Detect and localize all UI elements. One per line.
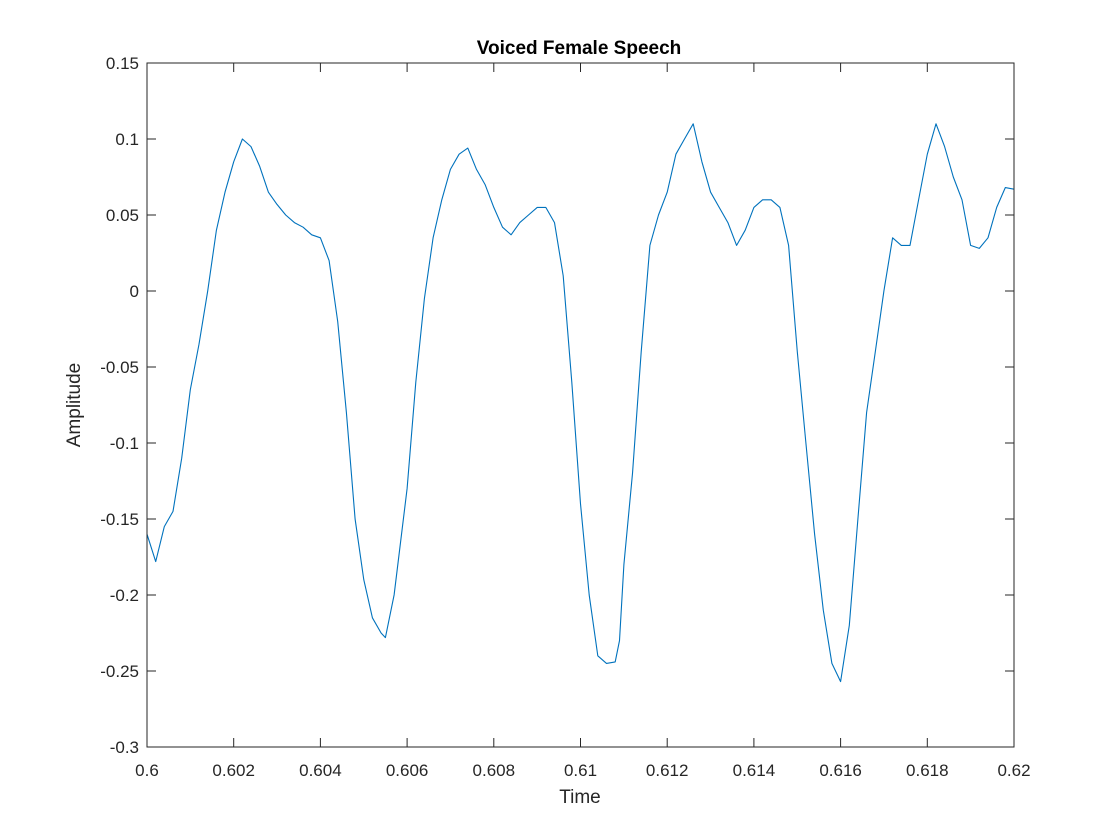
x-tick-label: 0.618 [906,761,949,780]
y-tick-label: 0 [130,282,139,301]
y-axis: -0.3 -0.25 -0.2 -0.15 -0.1 -0.05 0 0.05 0.1 0.15 [100,54,1014,757]
x-tick-label: 0.62 [997,761,1030,780]
y-tick-label: 0.1 [115,130,139,149]
y-axis-label: Amplitude [64,363,85,448]
chart-title: Voiced Female Speech [477,38,682,59]
y-tick-label: -0.15 [100,510,139,529]
y-tick-label: -0.05 [100,358,139,377]
y-tick-label: 0.05 [106,206,139,225]
y-tick-label: -0.3 [110,738,139,757]
plot-frame [146,62,1015,748]
x-tick-label: 0.614 [733,761,776,780]
x-tick-label: 0.604 [299,761,342,780]
x-axis-label: Time [559,787,601,808]
x-tick-label: 0.608 [473,761,516,780]
x-axis: 0.6 0.602 0.604 0.606 0.608 0.61 0.612 0.614 0.6… [135,63,1031,780]
x-tick-label: 0.61 [564,761,597,780]
y-tick-label: 0.15 [106,54,139,73]
x-tick-label: 0.612 [646,761,689,780]
x-tick-label: 0.602 [212,761,255,780]
x-tick-label: 0.606 [386,761,429,780]
x-tick-label: 0.6 [135,761,159,780]
y-tick-label: -0.25 [100,662,139,681]
y-tick-label: -0.2 [110,586,139,605]
x-tick-label: 0.616 [819,761,862,780]
plot-area [147,63,1014,747]
series-line-amplitude [146,123,1015,683]
y-tick-label: -0.1 [110,434,139,453]
